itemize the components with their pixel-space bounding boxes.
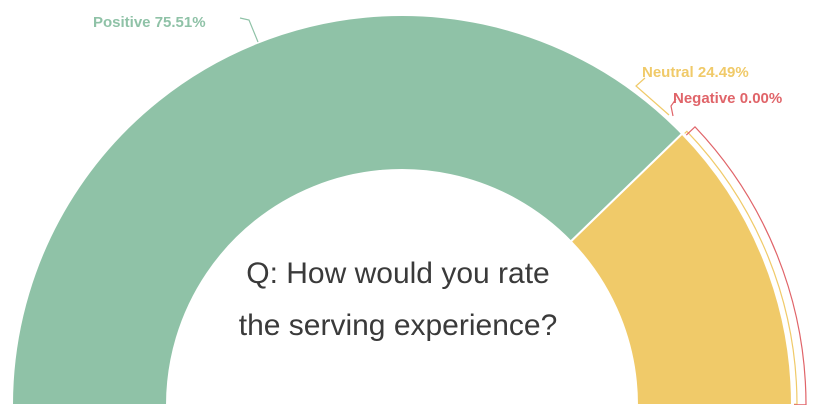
data-label-positive: Positive 75.51%	[93, 14, 206, 31]
bracket-neutral	[684, 130, 798, 405]
question-text: Q: How would you rate the serving experi…	[238, 257, 558, 342]
data-label-neutral: Neutral 24.49%	[642, 64, 749, 81]
leader-positive	[239, 17, 259, 43]
slice-positive	[10, 14, 684, 405]
bracket-negative	[685, 126, 807, 405]
leader-negative	[670, 98, 677, 117]
data-label-negative: Negative 0.00%	[673, 90, 782, 107]
leader-neutral	[635, 77, 670, 116]
